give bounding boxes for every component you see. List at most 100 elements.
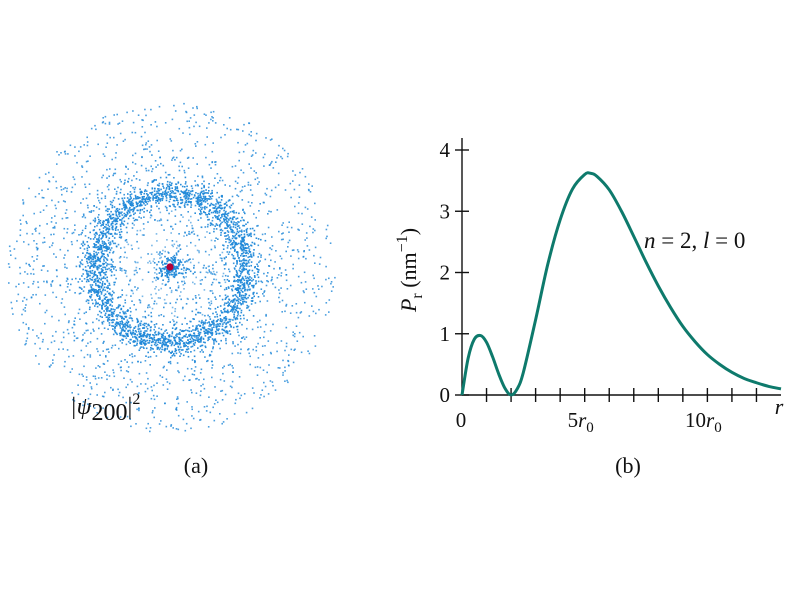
density-dot (255, 346, 258, 348)
density-dot (221, 422, 223, 425)
density-dot (119, 333, 122, 335)
density-dot (199, 394, 202, 397)
density-dot (222, 367, 224, 369)
density-dot (155, 233, 158, 235)
density-dot (226, 204, 228, 206)
density-dot (193, 336, 196, 338)
density-dot (113, 172, 115, 175)
density-dot (309, 191, 312, 193)
density-dot (24, 271, 26, 273)
density-dot (153, 300, 156, 303)
caption-a: (a) (184, 453, 208, 478)
density-dot (78, 286, 81, 289)
density-dot (213, 245, 216, 247)
density-dot (76, 337, 79, 339)
density-dot (107, 218, 109, 221)
density-dot (104, 312, 107, 315)
density-dot (85, 311, 87, 313)
density-dot (223, 257, 226, 259)
density-dot (137, 261, 139, 264)
density-dot (62, 188, 65, 190)
density-dot (183, 196, 185, 198)
density-dot (179, 259, 181, 262)
density-dot (229, 185, 231, 187)
density-dot (33, 212, 35, 215)
density-dot (159, 200, 162, 202)
density-dot (227, 295, 229, 298)
density-dot (172, 319, 174, 321)
density-dot (93, 205, 95, 207)
density-dot (173, 205, 175, 208)
density-dot (134, 186, 137, 189)
density-dot (245, 277, 247, 280)
density-dot (89, 405, 92, 407)
density-dot (183, 235, 185, 237)
density-dot (161, 183, 164, 185)
density-dot (102, 303, 104, 305)
density-dot (186, 225, 188, 227)
density-dot (50, 285, 53, 287)
density-dot (206, 199, 208, 202)
density-dot (277, 172, 280, 175)
density-dot (113, 219, 115, 221)
density-dot (261, 281, 264, 284)
density-dot (212, 270, 215, 273)
density-dot (210, 111, 212, 114)
density-dot (239, 321, 241, 324)
density-dot (160, 188, 162, 191)
density-dot (237, 300, 240, 303)
density-dot (255, 172, 257, 174)
density-dot (87, 275, 89, 278)
density-dot (189, 270, 192, 273)
density-dot (258, 181, 260, 183)
density-dot (147, 351, 149, 354)
density-dot (239, 287, 241, 290)
density-dot (140, 338, 143, 340)
density-dot (305, 288, 308, 290)
density-dot (247, 247, 249, 249)
density-dot (123, 256, 126, 258)
density-dot (294, 333, 296, 335)
density-dot (218, 332, 220, 335)
density-dot (228, 280, 230, 282)
density-dot (110, 266, 113, 268)
density-dot (125, 294, 128, 297)
density-dot (118, 211, 120, 214)
density-dot (108, 284, 111, 286)
density-dot (200, 341, 202, 343)
density-dot (184, 206, 186, 208)
density-dot (238, 376, 241, 378)
density-dot (175, 271, 177, 273)
density-dot (125, 337, 128, 339)
density-dot (136, 321, 139, 324)
density-dot (150, 108, 152, 111)
density-dot (161, 253, 163, 255)
density-dot (102, 342, 104, 344)
density-dot (180, 339, 182, 342)
density-dot (221, 179, 224, 182)
density-dot (192, 340, 194, 343)
density-dot (114, 156, 117, 159)
density-dot (111, 158, 113, 161)
density-dot (234, 257, 236, 260)
density-dot (124, 213, 127, 216)
density-dot (162, 197, 164, 200)
density-dot (156, 277, 158, 279)
density-dot (240, 169, 242, 171)
density-dot (169, 362, 172, 365)
density-dot (183, 280, 185, 283)
density-dot (189, 233, 191, 235)
density-dot (25, 304, 27, 306)
density-dot (90, 257, 92, 260)
density-dot (170, 225, 172, 228)
density-dot (194, 195, 196, 197)
density-dot (276, 350, 278, 353)
density-dot (210, 324, 212, 326)
density-dot (271, 381, 274, 383)
density-dot (110, 347, 113, 349)
density-dot (154, 288, 156, 290)
density-dot (243, 262, 246, 265)
density-dot (152, 338, 154, 340)
density-dot (124, 181, 126, 184)
